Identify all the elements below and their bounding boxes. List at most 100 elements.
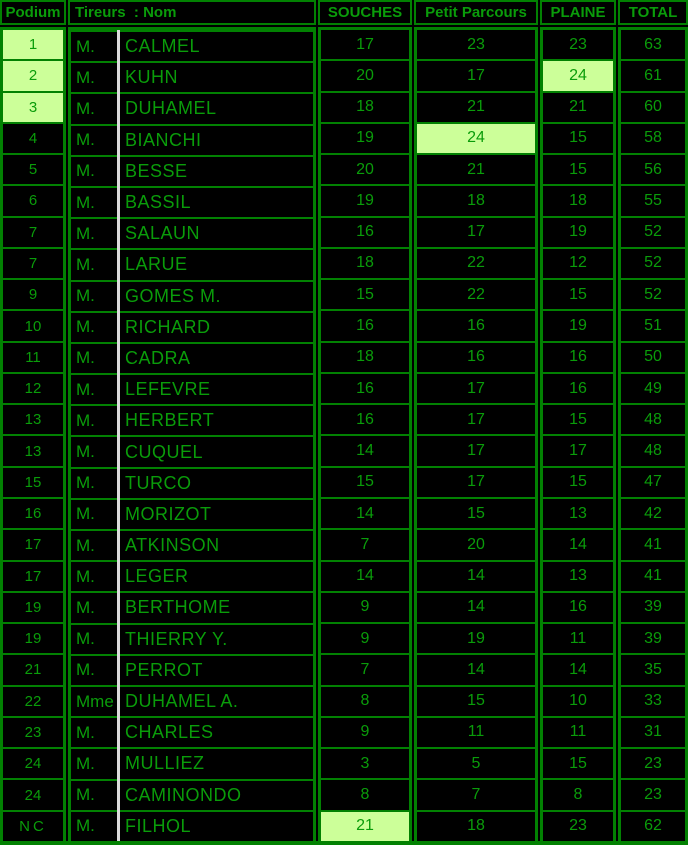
shooter-name: MULLIEZ xyxy=(125,753,205,774)
podium-cell: 9 xyxy=(3,278,63,309)
score-cell-plaine: 14 xyxy=(543,653,613,684)
shooter-title: M. xyxy=(76,223,95,243)
column-header-podium: Podium xyxy=(0,0,66,25)
score-cell-souches: 21 xyxy=(321,809,409,841)
score-cell-petit_parcours: 15 xyxy=(417,496,535,528)
shooter-title: M. xyxy=(76,98,95,118)
shooter-title: M. xyxy=(76,629,95,649)
column-header-total: TOTAL xyxy=(618,0,688,25)
score-cell-total: 55 xyxy=(621,184,685,215)
score-cell-souches: 8 xyxy=(321,778,409,809)
score-cell-total: 23 xyxy=(621,778,685,809)
total-cells: 63 61 60 58 56 55 52 52 52 51 50 49 48 48 47 42 41 41 39 39… xyxy=(618,27,688,841)
score-cell-plaine: 15 xyxy=(543,403,613,434)
podium-cell: 17 xyxy=(3,559,63,591)
score-cell-petit_parcours: 17 xyxy=(417,371,535,403)
shooter-cell: Mme DUHAMEL A. xyxy=(71,684,313,716)
shooter-name: HERBERT xyxy=(125,410,215,431)
score-cell-petit_parcours: 7 xyxy=(417,778,535,809)
shooter-name: DUHAMEL A. xyxy=(125,691,239,712)
shooter-title: M. xyxy=(76,753,95,773)
podium-cell: 7 xyxy=(3,246,63,278)
score-cell-petit_parcours: 14 xyxy=(417,559,535,591)
score-cell-total: 41 xyxy=(621,559,685,591)
shooter-cell: M. FILHOL xyxy=(71,809,313,841)
shooter-cell: M. DUHAMEL xyxy=(71,92,313,123)
petit-parcours-cells: 23 17 21 24 21 18 17 22 22 16 16 17 17 17 17 15 20 14 14 19… xyxy=(414,27,538,841)
score-cell-petit_parcours: 24 xyxy=(417,121,535,154)
shooter-cell: M. BASSIL xyxy=(71,185,313,217)
score-cell-petit_parcours: 17 xyxy=(417,215,535,247)
shooter-cell: M. CUQUEL xyxy=(71,435,313,466)
shooter-title: M. xyxy=(76,254,95,274)
score-cell-plaine: 21 xyxy=(543,90,613,122)
column-souches: SOUCHES 17 20 18 19 20 19 16 18 15 16 18 16 16 14 15 14… xyxy=(318,0,412,841)
score-cell-petit_parcours: 21 xyxy=(417,153,535,184)
podium-cells: 1 2 3 4 5 6 7 7 9 10 11 12 13 13 15 16 17 17 19 19 21 22 23 24 2… xyxy=(0,27,66,841)
column-plaine: PLAINE 23 24 21 15 15 18 19 12 15 19 16 16 15 17 15 13 1… xyxy=(540,0,616,841)
score-cell-petit_parcours: 20 xyxy=(417,528,535,559)
shooter-title: M. xyxy=(76,67,95,87)
shooter-title: M. xyxy=(76,161,95,181)
score-cell-souches: 18 xyxy=(321,90,409,122)
score-cell-petit_parcours: 16 xyxy=(417,340,535,372)
score-cell-total: 61 xyxy=(621,59,685,90)
shooter-cell: M. CHARLES xyxy=(71,716,313,747)
score-cell-souches: 9 xyxy=(321,715,409,747)
score-cell-total: 47 xyxy=(621,465,685,497)
shooter-name: BASSIL xyxy=(125,192,192,213)
podium-cell: 15 xyxy=(3,465,63,497)
shooter-title: M. xyxy=(76,473,95,493)
podium-cell: 19 xyxy=(3,622,63,653)
score-cell-plaine: 15 xyxy=(543,747,613,778)
score-cell-souches: 20 xyxy=(321,153,409,184)
shooter-cell: M. KUHN xyxy=(71,61,313,92)
score-cell-total: 48 xyxy=(621,434,685,465)
shooter-name: THIERRY Y. xyxy=(125,628,228,649)
shooter-name: CADRA xyxy=(125,347,191,368)
score-cell-plaine: 14 xyxy=(543,528,613,559)
score-cell-total: 52 xyxy=(621,278,685,309)
score-cell-plaine: 18 xyxy=(543,184,613,215)
shooter-cell: M. LARUE xyxy=(71,248,313,279)
score-cell-total: 60 xyxy=(621,90,685,122)
score-cell-souches: 19 xyxy=(321,184,409,215)
shooter-title: M. xyxy=(76,816,95,836)
shooter-cell: M. BIANCHI xyxy=(71,123,313,155)
score-cell-petit_parcours: 14 xyxy=(417,653,535,684)
column-petit-parcours: Petit Parcours 23 17 21 24 21 18 17 22 22 16 16 17 1… xyxy=(414,0,538,841)
score-cell-plaine: 19 xyxy=(543,309,613,340)
shooter-name: KUHN xyxy=(125,67,179,88)
score-cell-plaine: 15 xyxy=(543,121,613,153)
score-cell-total: 35 xyxy=(621,653,685,684)
shooter-title: M. xyxy=(76,286,95,306)
score-cell-plaine: 15 xyxy=(543,153,613,184)
column-header-tireurs: Tireurs : Nom xyxy=(68,0,316,25)
shooter-name: DUHAMEL xyxy=(125,98,217,119)
shooter-cell: M. GOMES M. xyxy=(71,279,313,311)
podium-cell: 11 xyxy=(3,340,63,372)
shooter-name: RICHARD xyxy=(125,316,211,337)
shooter-cell: M. PERROT xyxy=(71,653,313,685)
score-cell-souches: 17 xyxy=(356,35,374,53)
podium-cell: NC xyxy=(3,809,63,841)
score-cell-petit_parcours: 15 xyxy=(417,684,535,716)
podium-cell: 24 xyxy=(3,778,63,809)
shooter-cell: M. BERTHOME xyxy=(71,591,313,622)
shooter-cell: M. SALAUN xyxy=(71,217,313,248)
score-cell-total: 56 xyxy=(621,153,685,184)
score-cell-total: 51 xyxy=(621,309,685,340)
shooter-title: M. xyxy=(76,504,95,524)
score-cell-petit_parcours: 5 xyxy=(417,747,535,778)
shooter-cell: M. CAMINONDO xyxy=(71,778,313,810)
score-cell-souches: 16 xyxy=(321,215,409,247)
score-cell-souches: 16 xyxy=(321,309,409,340)
score-cell-souches: 19 xyxy=(321,121,409,153)
shooter-name: MORIZOT xyxy=(125,503,212,524)
score-cell-total: 23 xyxy=(621,747,685,778)
score-cell-plaine: 10 xyxy=(543,684,613,716)
shooter-title: M. xyxy=(76,410,95,430)
score-cell-plaine: 8 xyxy=(543,778,613,809)
shooter-title: M. xyxy=(76,597,95,617)
shooter-cell: M. ATKINSON xyxy=(71,529,313,560)
